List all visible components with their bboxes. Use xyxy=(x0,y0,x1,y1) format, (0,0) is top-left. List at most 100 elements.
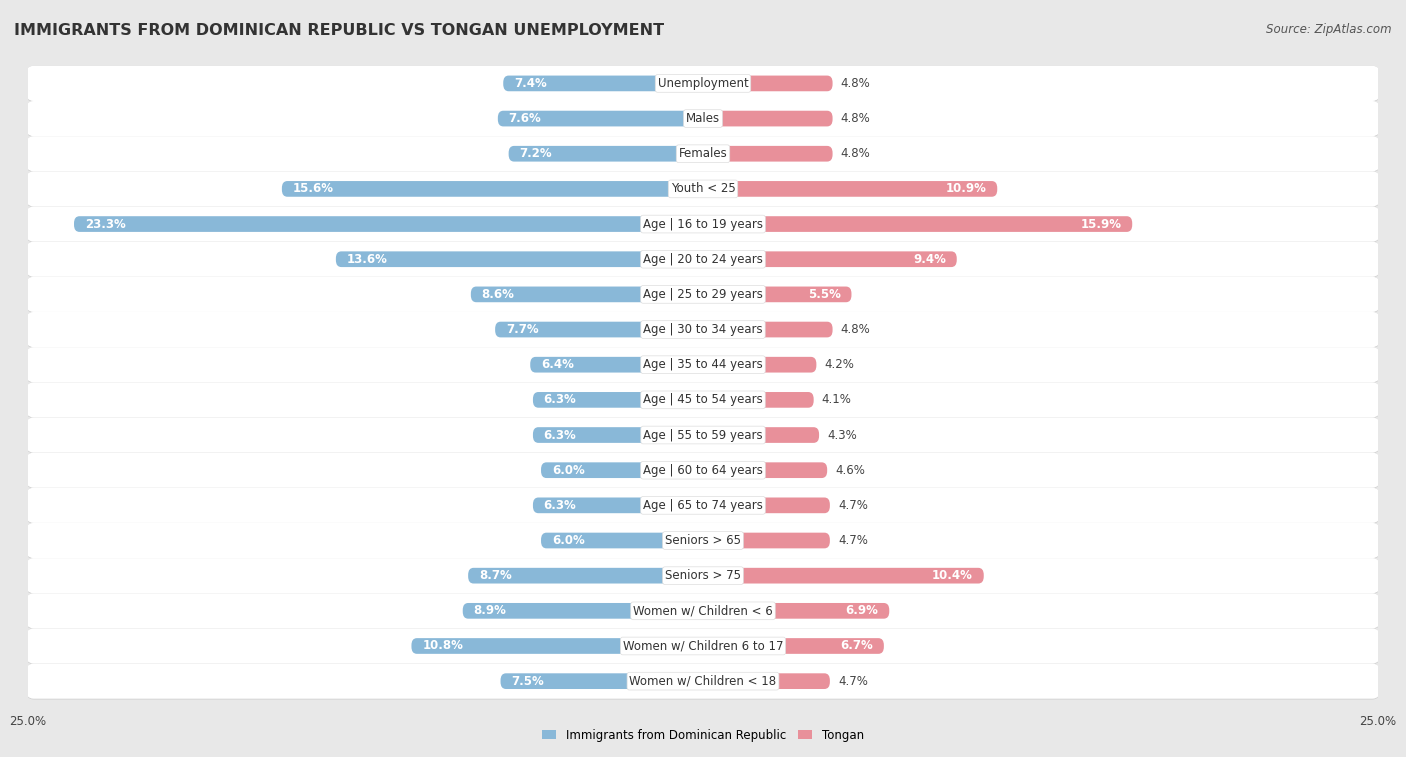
Text: Age | 16 to 19 years: Age | 16 to 19 years xyxy=(643,217,763,231)
Text: 6.4%: 6.4% xyxy=(541,358,574,371)
FancyBboxPatch shape xyxy=(703,673,830,689)
FancyBboxPatch shape xyxy=(509,146,703,161)
Text: Age | 55 to 59 years: Age | 55 to 59 years xyxy=(643,428,763,441)
Text: 4.7%: 4.7% xyxy=(838,534,868,547)
Text: 15.6%: 15.6% xyxy=(292,182,333,195)
Text: 6.0%: 6.0% xyxy=(551,464,585,477)
FancyBboxPatch shape xyxy=(703,322,832,338)
FancyBboxPatch shape xyxy=(495,322,703,338)
Text: 6.7%: 6.7% xyxy=(841,640,873,653)
FancyBboxPatch shape xyxy=(412,638,703,654)
FancyBboxPatch shape xyxy=(25,382,1381,418)
Text: 7.6%: 7.6% xyxy=(509,112,541,125)
Text: Women w/ Children < 18: Women w/ Children < 18 xyxy=(630,674,776,687)
FancyBboxPatch shape xyxy=(25,593,1381,629)
FancyBboxPatch shape xyxy=(25,171,1381,207)
FancyBboxPatch shape xyxy=(25,523,1381,558)
Text: 4.8%: 4.8% xyxy=(841,148,870,160)
FancyBboxPatch shape xyxy=(541,463,703,478)
FancyBboxPatch shape xyxy=(25,382,1381,417)
FancyBboxPatch shape xyxy=(25,523,1381,559)
FancyBboxPatch shape xyxy=(281,181,703,197)
Text: 4.8%: 4.8% xyxy=(841,77,870,90)
Text: Age | 25 to 29 years: Age | 25 to 29 years xyxy=(643,288,763,301)
Text: Age | 30 to 34 years: Age | 30 to 34 years xyxy=(643,323,763,336)
FancyBboxPatch shape xyxy=(25,241,1381,277)
FancyBboxPatch shape xyxy=(25,453,1381,488)
Text: 7.5%: 7.5% xyxy=(512,674,544,687)
Text: 6.3%: 6.3% xyxy=(544,499,576,512)
Text: 8.7%: 8.7% xyxy=(479,569,512,582)
FancyBboxPatch shape xyxy=(703,357,817,372)
Text: 6.9%: 6.9% xyxy=(845,604,879,617)
Text: 4.8%: 4.8% xyxy=(841,112,870,125)
FancyBboxPatch shape xyxy=(25,417,1381,453)
Text: Women w/ Children < 6: Women w/ Children < 6 xyxy=(633,604,773,617)
Text: Age | 45 to 54 years: Age | 45 to 54 years xyxy=(643,394,763,407)
Legend: Immigrants from Dominican Republic, Tongan: Immigrants from Dominican Republic, Tong… xyxy=(537,724,869,746)
FancyBboxPatch shape xyxy=(25,136,1381,172)
FancyBboxPatch shape xyxy=(25,558,1381,594)
FancyBboxPatch shape xyxy=(336,251,703,267)
Text: Males: Males xyxy=(686,112,720,125)
Text: 4.3%: 4.3% xyxy=(827,428,856,441)
FancyBboxPatch shape xyxy=(533,392,703,408)
FancyBboxPatch shape xyxy=(703,568,984,584)
FancyBboxPatch shape xyxy=(25,488,1381,524)
FancyBboxPatch shape xyxy=(25,207,1381,241)
Text: 6.3%: 6.3% xyxy=(544,428,576,441)
FancyBboxPatch shape xyxy=(25,558,1381,593)
Text: 4.6%: 4.6% xyxy=(835,464,865,477)
Text: IMMIGRANTS FROM DOMINICAN REPUBLIC VS TONGAN UNEMPLOYMENT: IMMIGRANTS FROM DOMINICAN REPUBLIC VS TO… xyxy=(14,23,664,38)
FancyBboxPatch shape xyxy=(25,664,1381,699)
Text: Age | 20 to 24 years: Age | 20 to 24 years xyxy=(643,253,763,266)
FancyBboxPatch shape xyxy=(25,312,1381,347)
Text: 10.9%: 10.9% xyxy=(946,182,987,195)
FancyBboxPatch shape xyxy=(25,101,1381,136)
FancyBboxPatch shape xyxy=(25,347,1381,382)
Text: 8.6%: 8.6% xyxy=(482,288,515,301)
FancyBboxPatch shape xyxy=(703,533,830,548)
Text: Age | 60 to 64 years: Age | 60 to 64 years xyxy=(643,464,763,477)
Text: Age | 65 to 74 years: Age | 65 to 74 years xyxy=(643,499,763,512)
FancyBboxPatch shape xyxy=(25,312,1381,347)
FancyBboxPatch shape xyxy=(25,207,1381,242)
FancyBboxPatch shape xyxy=(25,241,1381,278)
FancyBboxPatch shape xyxy=(703,181,997,197)
Text: Seniors > 75: Seniors > 75 xyxy=(665,569,741,582)
FancyBboxPatch shape xyxy=(498,111,703,126)
FancyBboxPatch shape xyxy=(530,357,703,372)
FancyBboxPatch shape xyxy=(25,171,1381,207)
Text: 6.3%: 6.3% xyxy=(544,394,576,407)
Text: Females: Females xyxy=(679,148,727,160)
FancyBboxPatch shape xyxy=(25,453,1381,488)
Text: Unemployment: Unemployment xyxy=(658,77,748,90)
FancyBboxPatch shape xyxy=(703,76,832,92)
FancyBboxPatch shape xyxy=(501,673,703,689)
FancyBboxPatch shape xyxy=(25,66,1381,101)
FancyBboxPatch shape xyxy=(703,497,830,513)
FancyBboxPatch shape xyxy=(541,533,703,548)
FancyBboxPatch shape xyxy=(703,603,889,618)
Text: 4.1%: 4.1% xyxy=(821,394,852,407)
FancyBboxPatch shape xyxy=(25,417,1381,453)
FancyBboxPatch shape xyxy=(25,488,1381,523)
FancyBboxPatch shape xyxy=(25,101,1381,137)
FancyBboxPatch shape xyxy=(25,136,1381,171)
FancyBboxPatch shape xyxy=(503,76,703,92)
Text: 4.7%: 4.7% xyxy=(838,499,868,512)
FancyBboxPatch shape xyxy=(703,251,956,267)
FancyBboxPatch shape xyxy=(468,568,703,584)
FancyBboxPatch shape xyxy=(463,603,703,618)
Text: 5.5%: 5.5% xyxy=(808,288,841,301)
Text: Source: ZipAtlas.com: Source: ZipAtlas.com xyxy=(1267,23,1392,36)
Text: 4.7%: 4.7% xyxy=(838,674,868,687)
Text: 7.2%: 7.2% xyxy=(519,148,553,160)
Text: 8.9%: 8.9% xyxy=(474,604,506,617)
FancyBboxPatch shape xyxy=(703,287,852,302)
FancyBboxPatch shape xyxy=(25,277,1381,313)
FancyBboxPatch shape xyxy=(533,427,703,443)
FancyBboxPatch shape xyxy=(25,277,1381,312)
FancyBboxPatch shape xyxy=(25,664,1381,699)
FancyBboxPatch shape xyxy=(25,628,1381,665)
